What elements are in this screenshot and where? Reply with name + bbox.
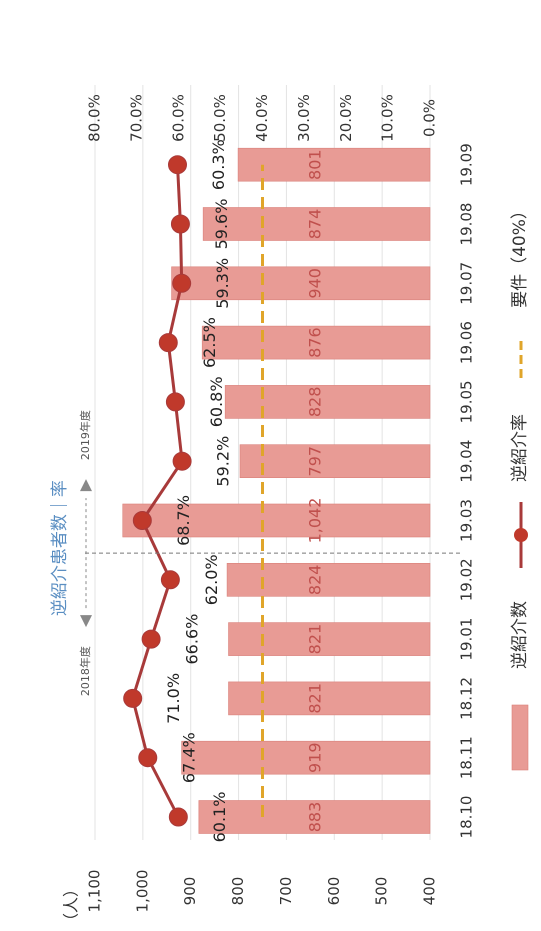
bar-label-19.04: 797 — [306, 446, 325, 477]
count-tick: 800 — [229, 877, 247, 906]
x-tick-19.07: 19.07 — [458, 262, 476, 305]
legend-line-label: 逆紹介率 — [510, 414, 530, 482]
bar-label-18.11: 919 — [306, 742, 325, 773]
bar-label-19.09: 801 — [306, 149, 325, 180]
bar-19.05 — [224, 385, 431, 419]
data-labels: 883 919 821 821 824 1,042 797 828 876 940 874 801 60… — [164, 139, 324, 842]
count-tick: 900 — [181, 877, 199, 906]
rate-label-18.10: 60.1% — [210, 792, 229, 843]
rate-line — [123, 155, 192, 827]
legend-line-marker — [514, 528, 528, 542]
rate-polyline — [131, 164, 184, 818]
rate-point-19.03 — [132, 511, 152, 530]
rate-label-19.03: 68.7% — [174, 495, 193, 546]
x-tick-19.09: 19.09 — [458, 143, 476, 186]
fiscal-label-2019: 2019年度 — [78, 410, 92, 460]
axes: 18.10 18.11 18.12 19.01 19.02 19.03 19.04 19.05… — [62, 94, 476, 929]
percent-tick: 50.0% — [211, 94, 229, 142]
percent-tick: 0.0% — [421, 99, 439, 137]
x-tick-18.10: 18.10 — [458, 796, 476, 839]
bar-19.09 — [237, 147, 431, 182]
bar-18.11 — [181, 740, 431, 775]
rate-point-19.01 — [141, 629, 161, 649]
x-tick-19.02: 19.02 — [458, 558, 476, 601]
bar-label-19.08: 874 — [306, 209, 325, 240]
bar-19.06 — [201, 325, 431, 360]
bar-label-18.10: 883 — [306, 802, 325, 833]
bar-18.10 — [198, 800, 431, 834]
rate-point-18.10 — [168, 807, 188, 827]
bar-18.12 — [228, 681, 431, 716]
rate-point-18.11 — [138, 748, 158, 768]
fiscal-label-2018: 2018年度 — [78, 646, 92, 696]
bar-label-19.01: 821 — [306, 624, 325, 655]
rate-point-18.12 — [123, 688, 143, 708]
x-tick-19.03: 19.03 — [458, 499, 476, 542]
x-tick-19.04: 19.04 — [458, 440, 476, 483]
legend-bar-swatch — [511, 704, 529, 771]
bar-19.07 — [171, 266, 431, 301]
bar-label-19.06: 876 — [306, 327, 325, 358]
percent-tick: 10.0% — [379, 94, 397, 142]
x-tick-18.11: 18.11 — [458, 736, 476, 779]
bar-19.08 — [202, 207, 431, 241]
bar-label-19.07: 940 — [306, 268, 325, 299]
count-tick: 500 — [373, 877, 391, 906]
percent-tick: 40.0% — [253, 94, 271, 142]
bar-19.02 — [226, 562, 431, 597]
bar-19.04 — [239, 444, 431, 479]
x-tick-19.05: 19.05 — [458, 380, 476, 423]
bar-label-19.02: 824 — [306, 565, 325, 596]
rate-label-18.12: 71.0% — [164, 673, 183, 724]
bar-label-19.05: 828 — [306, 387, 325, 418]
count-axis-unit: （人） — [62, 881, 81, 929]
count-tick: 1,100 — [86, 870, 104, 913]
rate-point-19.04 — [172, 451, 192, 471]
chart-title: 逆紹介患者数｜率 — [50, 480, 70, 616]
percent-tick: 60.0% — [169, 94, 187, 142]
rate-point-19.09 — [167, 155, 187, 175]
x-tick-19.06: 19.06 — [458, 321, 476, 364]
x-tick-19.08: 19.08 — [458, 203, 476, 246]
rate-label-19.04: 59.2% — [214, 436, 233, 487]
legend: 逆紹介数 逆紹介率 要件（40%） — [510, 202, 530, 771]
rate-point-19.08 — [170, 214, 190, 234]
legend-bar-label: 逆紹介数 — [510, 601, 530, 669]
bar-19.03 — [122, 503, 431, 538]
x-tick-18.12: 18.12 — [458, 677, 476, 720]
rate-label-18.11: 67.4% — [179, 732, 198, 783]
legend-threshold-label: 要件（40%） — [510, 202, 530, 308]
rate-label-19.09: 60.3% — [209, 139, 228, 190]
rate-point-19.07 — [172, 273, 192, 293]
count-tick: 400 — [421, 877, 439, 906]
rate-label-19.08: 59.6% — [212, 199, 231, 250]
bars — [122, 147, 431, 834]
bar-19.01 — [228, 622, 431, 656]
arrow-down-icon — [80, 615, 92, 628]
count-tick: 600 — [325, 877, 343, 906]
percent-tick: 80.0% — [86, 94, 104, 142]
bar-label-19.03: 1,042 — [306, 498, 325, 544]
count-tick: 1,000 — [133, 870, 151, 913]
count-tick: 700 — [277, 877, 295, 906]
rate-label-19.06: 62.5% — [200, 317, 219, 368]
rate-point-19.05 — [165, 392, 185, 412]
percent-tick: 70.0% — [127, 94, 145, 142]
bar-label-18.12: 821 — [306, 683, 325, 714]
x-tick-19.01: 19.01 — [458, 618, 476, 661]
percent-tick: 30.0% — [295, 94, 313, 142]
rate-label-19.01: 66.6% — [183, 614, 202, 665]
rate-label-19.07: 59.3% — [213, 258, 232, 309]
rate-point-19.02 — [160, 570, 180, 590]
arrow-up-icon — [80, 479, 92, 492]
percent-tick: 20.0% — [337, 94, 355, 142]
rate-label-19.05: 60.8% — [207, 376, 226, 427]
rate-label-19.02: 62.0% — [202, 554, 221, 605]
rate-point-19.06 — [158, 333, 178, 353]
